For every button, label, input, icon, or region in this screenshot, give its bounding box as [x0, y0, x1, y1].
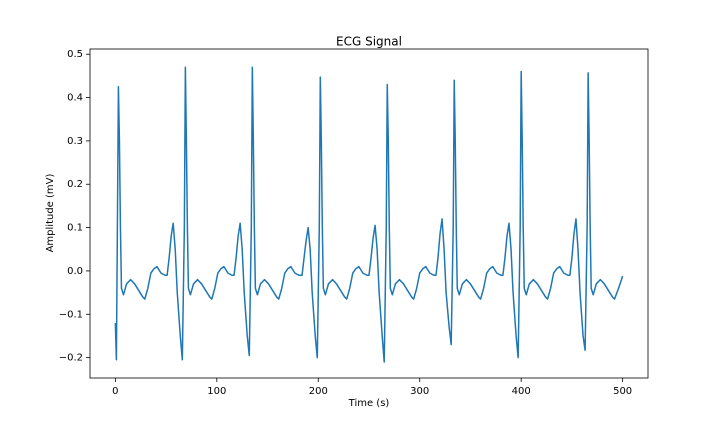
chart-title: ECG Signal: [336, 35, 402, 49]
y-tick-label: 0.3: [67, 136, 83, 147]
y-tick-label: 0.0: [67, 266, 83, 277]
y-tick-label: 0.4: [67, 93, 83, 104]
y-tick-label: 0.5: [67, 49, 83, 60]
x-tick-label: 200: [309, 386, 328, 397]
x-tick-label: 500: [613, 386, 632, 397]
x-tick-label: 400: [512, 386, 531, 397]
y-tick-label: −0.1: [59, 309, 83, 320]
y-tick-label: 0.1: [67, 223, 83, 234]
y-tick-label: −0.2: [59, 353, 83, 364]
plot-frame: [89, 48, 649, 379]
x-tick-label: 0: [112, 386, 118, 397]
y-axis-label: Amplitude (mV): [45, 173, 56, 252]
x-tick-label: 300: [410, 386, 429, 397]
x-axis-label: Time (s): [348, 398, 390, 409]
x-tick-label: 100: [207, 386, 226, 397]
y-tick-label: 0.2: [67, 179, 83, 190]
ecg-line: [114, 66, 624, 363]
